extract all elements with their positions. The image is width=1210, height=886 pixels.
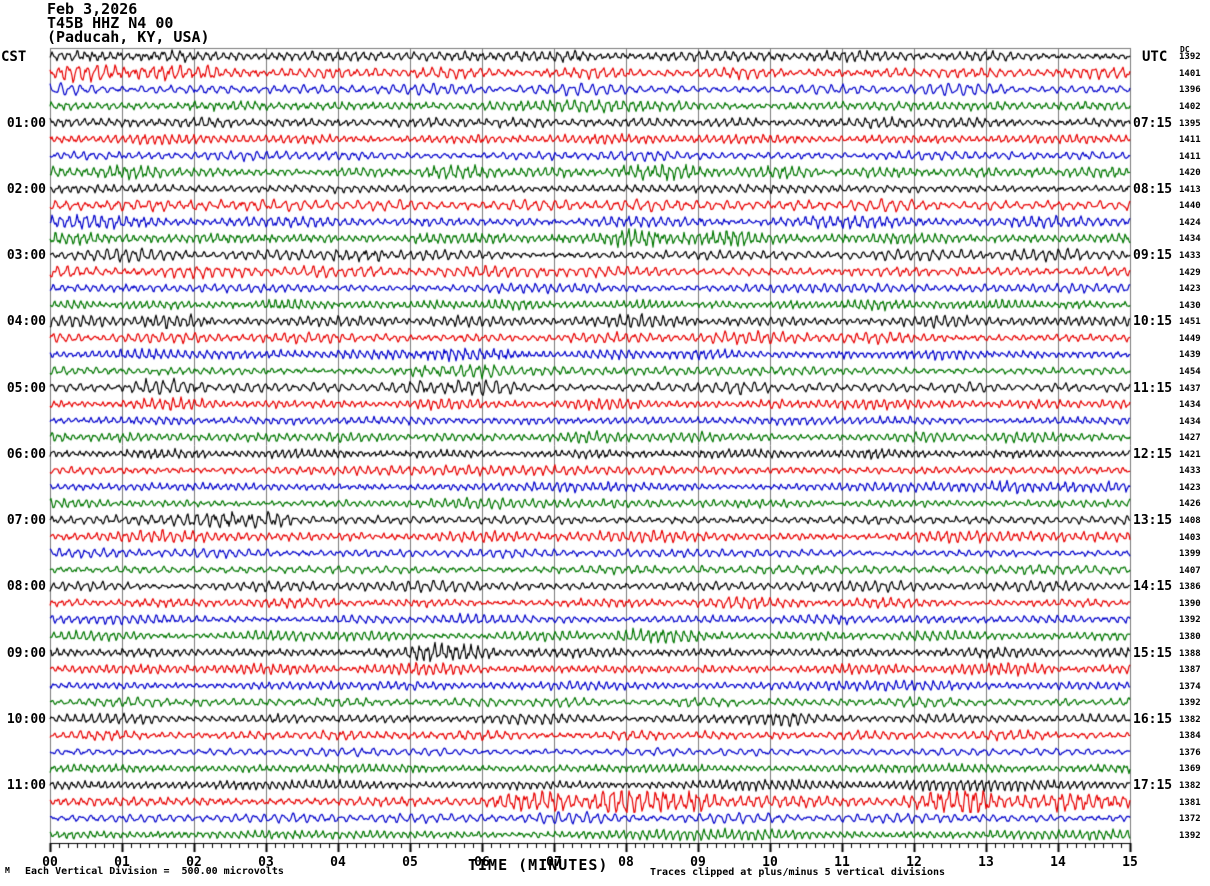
x-tick-label: 08 — [618, 855, 634, 870]
dc-offset-value: 1403 — [1179, 532, 1201, 543]
dc-offset-value: 1413 — [1179, 184, 1201, 195]
header-station: T45B HHZ N4 00 — [47, 14, 174, 32]
x-tick-label: 02 — [186, 855, 202, 870]
x-tick-label: 11 — [834, 855, 850, 870]
left-hour-label: 02:00 — [6, 181, 46, 197]
left-hour-label: 01:00 — [6, 115, 46, 131]
dc-offset-value: 1434 — [1179, 234, 1201, 245]
dc-offset-value: 1384 — [1179, 731, 1201, 742]
dc-offset-value: 1388 — [1179, 648, 1201, 659]
x-tick-label: 00 — [42, 855, 58, 870]
dc-offset-value: 1411 — [1179, 151, 1201, 162]
left-hour-label: 03:00 — [6, 248, 46, 264]
x-tick-label: 04 — [330, 855, 346, 870]
right-hour-label: 17:15 — [1133, 778, 1173, 794]
right-hour-label: 15:15 — [1133, 645, 1173, 661]
left-hour-label: 08:00 — [6, 579, 46, 595]
dc-offset-value: 1429 — [1179, 267, 1201, 278]
logo-mark: M — [5, 866, 10, 875]
right-hour-label: 13:15 — [1133, 513, 1173, 529]
x-tick-label: 13 — [978, 855, 994, 870]
x-tick-label: 03 — [258, 855, 274, 870]
header-location: (Paducah, KY, USA) — [47, 28, 210, 46]
dc-offset-value: 1433 — [1179, 466, 1201, 477]
right-hour-label: 11:15 — [1133, 380, 1173, 396]
x-tick-label: 15 — [1122, 855, 1138, 870]
dc-offset-value: 1439 — [1179, 350, 1201, 361]
left-hour-label: 05:00 — [6, 380, 46, 396]
dc-offset-value: 1392 — [1179, 830, 1201, 841]
right-hour-label: 14:15 — [1133, 579, 1173, 595]
right-hour-label: 10:15 — [1133, 314, 1173, 330]
left-hour-label: 06:00 — [6, 446, 46, 462]
x-tick-label: 09 — [690, 855, 706, 870]
x-tick-label: 12 — [906, 855, 922, 870]
dc-offset-value: 1395 — [1179, 118, 1201, 129]
right-hour-label: 07:15 — [1133, 115, 1173, 131]
dc-offset-value: 1399 — [1179, 549, 1201, 560]
left-timezone-label: CST — [1, 49, 27, 65]
right-timezone-label: UTC — [1142, 49, 1168, 65]
dc-offset-value: 1386 — [1179, 582, 1201, 593]
left-hour-label: 07:00 — [6, 513, 46, 529]
dc-offset-value: 1396 — [1179, 85, 1201, 96]
dc-offset-value: 1380 — [1179, 631, 1201, 642]
dc-offset-value: 1426 — [1179, 499, 1201, 510]
dc-offset-value: 1411 — [1179, 135, 1201, 146]
dc-offset-value: 1407 — [1179, 565, 1201, 576]
dc-offset-value: 1372 — [1179, 814, 1201, 825]
dc-offset-value: 1423 — [1179, 482, 1201, 493]
dc-offset-value: 1434 — [1179, 400, 1201, 411]
dc-offset-value: 1390 — [1179, 598, 1201, 609]
left-hour-label: 10:00 — [6, 711, 46, 727]
left-hour-label: 09:00 — [6, 645, 46, 661]
right-hour-label: 12:15 — [1133, 446, 1173, 462]
x-tick-label: 05 — [402, 855, 418, 870]
dc-offset-value: 1454 — [1179, 366, 1201, 377]
x-tick-label: 01 — [114, 855, 130, 870]
x-tick-label: 06 — [474, 855, 490, 870]
dc-offset-value: 1382 — [1179, 714, 1201, 725]
dc-offset-value: 1376 — [1179, 747, 1201, 758]
dc-offset-value: 1392 — [1179, 698, 1201, 709]
x-axis-title: TIME (MINUTES) — [468, 856, 609, 874]
dc-offset-value: 1421 — [1179, 449, 1201, 460]
left-hour-label: 11:00 — [6, 778, 46, 794]
dc-offset-value: 1440 — [1179, 201, 1201, 212]
dc-offset-value: 1392 — [1179, 52, 1201, 63]
dc-offset-value: 1451 — [1179, 317, 1201, 328]
header-date: Feb 3,2026 — [47, 0, 138, 18]
dc-offset-value: 1437 — [1179, 383, 1201, 394]
x-tick-label: 10 — [762, 855, 778, 870]
dc-offset-value: 1423 — [1179, 284, 1201, 295]
dc-offset-value: 1369 — [1179, 764, 1201, 775]
dc-offset-value: 1434 — [1179, 416, 1201, 427]
dc-offset-value: 1392 — [1179, 615, 1201, 626]
dc-offset-value: 1420 — [1179, 168, 1201, 179]
dc-offset-value: 1427 — [1179, 433, 1201, 444]
dc-offset-value: 1402 — [1179, 101, 1201, 112]
right-hour-label: 08:15 — [1133, 181, 1173, 197]
dc-offset-value: 1381 — [1179, 797, 1201, 808]
dc-offset-value: 1430 — [1179, 300, 1201, 311]
footer-scale-note: Each Vertical Division = 500.00 microvol… — [25, 866, 284, 877]
dc-column-header: DC — [1180, 45, 1190, 54]
footer-clip-note: Traces clipped at plus/minus 5 vertical … — [650, 867, 946, 878]
dc-offset-value: 1433 — [1179, 251, 1201, 262]
x-tick-label: 14 — [1050, 855, 1066, 870]
dc-offset-value: 1387 — [1179, 665, 1201, 676]
right-hour-label: 09:15 — [1133, 248, 1173, 264]
x-tick-label: 07 — [546, 855, 562, 870]
dc-offset-value: 1408 — [1179, 516, 1201, 527]
dc-offset-value: 1449 — [1179, 333, 1201, 344]
dc-offset-value: 1382 — [1179, 781, 1201, 792]
right-hour-label: 16:15 — [1133, 711, 1173, 727]
dc-offset-value: 1374 — [1179, 681, 1201, 692]
left-hour-label: 04:00 — [6, 314, 46, 330]
dc-offset-value: 1424 — [1179, 217, 1201, 228]
dc-offset-value: 1401 — [1179, 68, 1201, 79]
